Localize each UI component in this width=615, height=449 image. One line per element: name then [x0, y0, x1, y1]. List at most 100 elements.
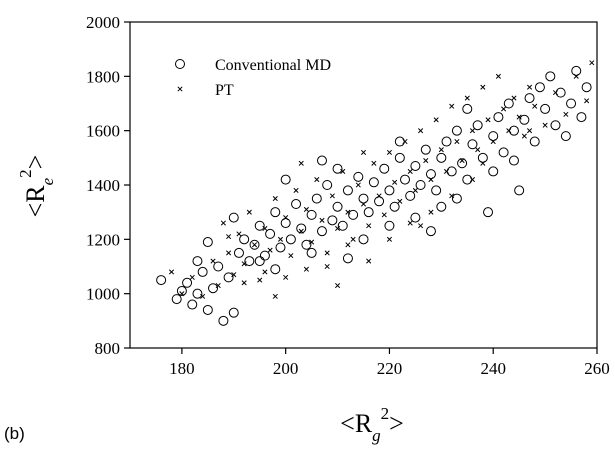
- data-point-circle: [176, 285, 187, 296]
- data-point-x: [589, 60, 595, 66]
- data-point-circle: [306, 247, 317, 258]
- data-point-x: [423, 157, 429, 164]
- data-point-x: [262, 225, 268, 232]
- data-point-x: [480, 160, 486, 166]
- data-point-circle: [571, 65, 582, 76]
- data-point-x: [376, 193, 382, 199]
- data-point-circle: [457, 158, 468, 169]
- data-point-x: [381, 212, 387, 218]
- data-point-x: [246, 209, 252, 215]
- data-point-x: [469, 177, 476, 183]
- x-tick-label: 200: [273, 359, 299, 378]
- data-point-x: [277, 236, 284, 242]
- y-tick-label: 800: [95, 339, 121, 358]
- data-point-x: [288, 253, 294, 259]
- data-point-x: [433, 117, 439, 123]
- data-point-x: [335, 282, 341, 289]
- data-point-circle: [529, 136, 540, 147]
- data-point-circle: [555, 87, 566, 98]
- x-axis-title-close: >: [389, 409, 404, 438]
- ticks: 180 200 220 240 260 800 1000 1200 1400 1600 1800 20…: [86, 13, 610, 378]
- data-point-circle: [270, 264, 281, 275]
- series-conventional-md: [156, 65, 592, 326]
- data-point-x: [495, 73, 501, 79]
- data-point-circle: [405, 190, 416, 201]
- data-point-x: [324, 250, 330, 256]
- data-point-circle: [254, 256, 265, 267]
- y-axis-title-sup: 2: [16, 169, 35, 178]
- data-point-x: [542, 122, 548, 128]
- data-point-circle: [503, 98, 514, 109]
- data-point-circle: [182, 277, 193, 288]
- legend-label: PT: [215, 82, 234, 99]
- data-point-circle: [233, 247, 244, 258]
- data-point-x: [464, 95, 470, 101]
- x-tick-label: 260: [584, 359, 610, 378]
- data-point-x: [428, 177, 434, 183]
- data-point-x: [298, 228, 304, 234]
- data-point-x: [241, 280, 247, 286]
- x-axis-title: <Rg2>: [340, 404, 404, 445]
- data-point-x: [407, 168, 413, 174]
- series-pt: [168, 60, 595, 299]
- data-point-x: [324, 263, 330, 270]
- data-point-circle: [187, 299, 198, 310]
- data-point-circle: [192, 288, 203, 299]
- data-point-circle: [488, 166, 499, 177]
- data-point-circle: [358, 193, 369, 204]
- data-point-x: [428, 209, 434, 215]
- data-point-circle: [197, 266, 208, 277]
- data-point-circle: [275, 242, 286, 253]
- x-tick-label: 180: [169, 359, 195, 378]
- data-point-x: [386, 236, 392, 242]
- data-point-circle: [410, 160, 421, 171]
- data-point-x: [355, 182, 361, 188]
- data-point-x: [459, 157, 465, 164]
- data-point-x: [168, 269, 175, 275]
- x-axis-title-sub: g: [372, 426, 381, 445]
- data-point-x: [267, 247, 273, 253]
- data-point-x: [552, 90, 559, 96]
- data-point-x: [480, 84, 486, 90]
- data-point-circle: [534, 82, 545, 93]
- data-point-x: [449, 103, 455, 109]
- data-point-x: [303, 266, 309, 272]
- data-point-circle: [311, 193, 322, 204]
- data-point-x: [563, 111, 569, 117]
- data-point-x: [210, 258, 216, 264]
- data-point-circle: [348, 209, 359, 220]
- data-point-circle: [472, 120, 483, 131]
- y-axis-title-group: <Re2>: [16, 155, 57, 218]
- axes: [129, 21, 598, 349]
- data-point-x: [506, 128, 512, 134]
- data-point-x: [485, 117, 491, 123]
- data-point-circle: [337, 220, 348, 231]
- data-point-x: [366, 223, 372, 229]
- data-point-x: [526, 128, 533, 134]
- data-point-circle: [327, 215, 338, 226]
- data-point-circle: [550, 120, 561, 131]
- data-point-x: [584, 98, 590, 104]
- data-point-x: [371, 160, 377, 166]
- data-point-circle: [291, 199, 302, 210]
- data-point-circle: [581, 82, 592, 93]
- data-point-x: [345, 209, 351, 215]
- data-point-circle: [514, 185, 525, 196]
- data-point-x: [345, 242, 351, 248]
- data-point-x: [220, 220, 226, 226]
- y-axis-title-open: <R: [21, 185, 50, 218]
- data-point-circle: [493, 112, 504, 123]
- data-point-x: [319, 217, 325, 223]
- data-point-x: [454, 138, 460, 145]
- data-point-circle: [368, 177, 379, 188]
- data-point-circle: [296, 223, 307, 234]
- data-point-x: [407, 220, 413, 226]
- data-point-x: [397, 198, 403, 204]
- legend: Conventional MD PT: [175, 57, 331, 99]
- data-point-x: [226, 234, 232, 240]
- data-point-circle: [498, 147, 509, 158]
- y-tick-label: 1200: [86, 230, 120, 249]
- data-point-circle: [265, 228, 276, 239]
- data-point-circle: [249, 239, 260, 250]
- data-point-circle: [342, 253, 353, 264]
